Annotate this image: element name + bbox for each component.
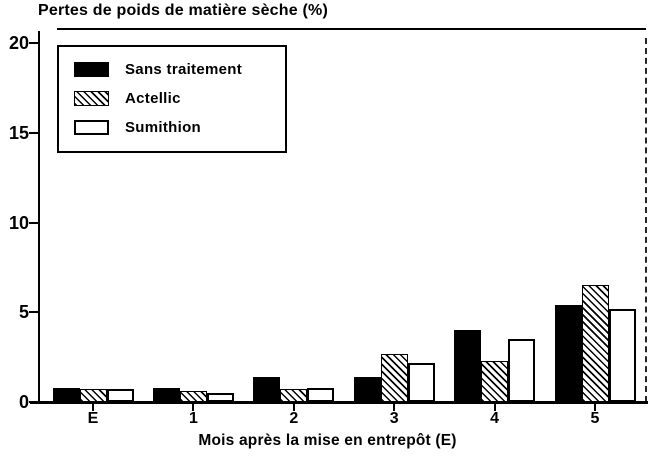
x-tick-label-1: 1 — [188, 410, 198, 427]
bar-sumithion-5 — [608, 308, 636, 402]
bar-sans-traitement-5 — [554, 305, 582, 402]
bar-actellic-E — [79, 389, 107, 402]
x-axis-title: Mois après la mise en entrepôt (E) — [198, 432, 457, 449]
legend-label-actellic: Actellic — [125, 89, 181, 107]
bar-actellic-1 — [179, 391, 207, 402]
bar-sans-traitement-E — [52, 387, 80, 402]
legend-item-sans-traitement: Sans traitement — [74, 58, 285, 80]
bar-sumithion-1 — [206, 393, 234, 402]
legend-swatch-sans-traitement-icon — [74, 61, 109, 77]
bar-actellic-2 — [280, 389, 308, 402]
legend-swatch-sumithion-icon — [74, 119, 109, 135]
y-tick-10 — [29, 221, 39, 224]
legend-label-sans-traitement: Sans traitement — [125, 60, 243, 78]
bar-sumithion-E — [106, 389, 134, 402]
x-tick-label-5: 5 — [590, 410, 600, 427]
x-tick-E — [92, 404, 94, 411]
x-tick-label-2: 2 — [289, 410, 299, 427]
x-tick-label-3: 3 — [389, 410, 399, 427]
bar-actellic-4 — [481, 360, 509, 402]
x-tick-label-4: 4 — [490, 410, 500, 427]
y-tick-label-5: 5 — [18, 302, 29, 323]
x-tick-5 — [594, 404, 596, 411]
y-axis-line — [38, 31, 40, 403]
bar-sumithion-3 — [407, 362, 435, 402]
y-tick-label-0: 0 — [18, 392, 29, 412]
y-tick-label-15: 15 — [8, 122, 29, 143]
legend-label-sumithion: Sumithion — [125, 118, 202, 136]
bar-sans-traitement-1 — [152, 387, 180, 402]
y-tick-label-10: 10 — [8, 212, 29, 233]
x-tick-label-E: E — [87, 410, 99, 427]
x-tick-2 — [292, 404, 295, 411]
bar-sans-traitement-4 — [454, 330, 482, 402]
legend-item-actellic: Actellic — [74, 87, 285, 109]
plot-border-right — [645, 38, 647, 402]
bar-actellic-3 — [380, 353, 408, 402]
bar-sumithion-4 — [508, 339, 536, 402]
legend-swatch-actellic-icon — [74, 90, 109, 106]
x-axis-line — [30, 401, 648, 404]
bar-sans-traitement-3 — [353, 376, 381, 402]
y-tick-label-20: 20 — [8, 33, 29, 53]
plot-border-top — [57, 28, 646, 30]
bar-actellic-5 — [581, 285, 609, 402]
y-tick-5 — [29, 311, 39, 314]
legend-item-sumithion: Sumithion — [74, 116, 285, 138]
y-tick-20 — [29, 42, 39, 44]
x-tick-4 — [493, 404, 496, 411]
x-tick-3 — [393, 404, 396, 411]
y-tick-0 — [29, 401, 39, 403]
x-tick-1 — [192, 404, 195, 411]
chart-title: Pertes de poids de matière sèche (%) — [38, 2, 328, 19]
y-tick-15 — [29, 131, 39, 134]
legend-box: Sans traitement Actellic Sumithion — [57, 45, 287, 153]
bar-sans-traitement-2 — [253, 376, 281, 402]
bar-sumithion-2 — [307, 387, 335, 402]
